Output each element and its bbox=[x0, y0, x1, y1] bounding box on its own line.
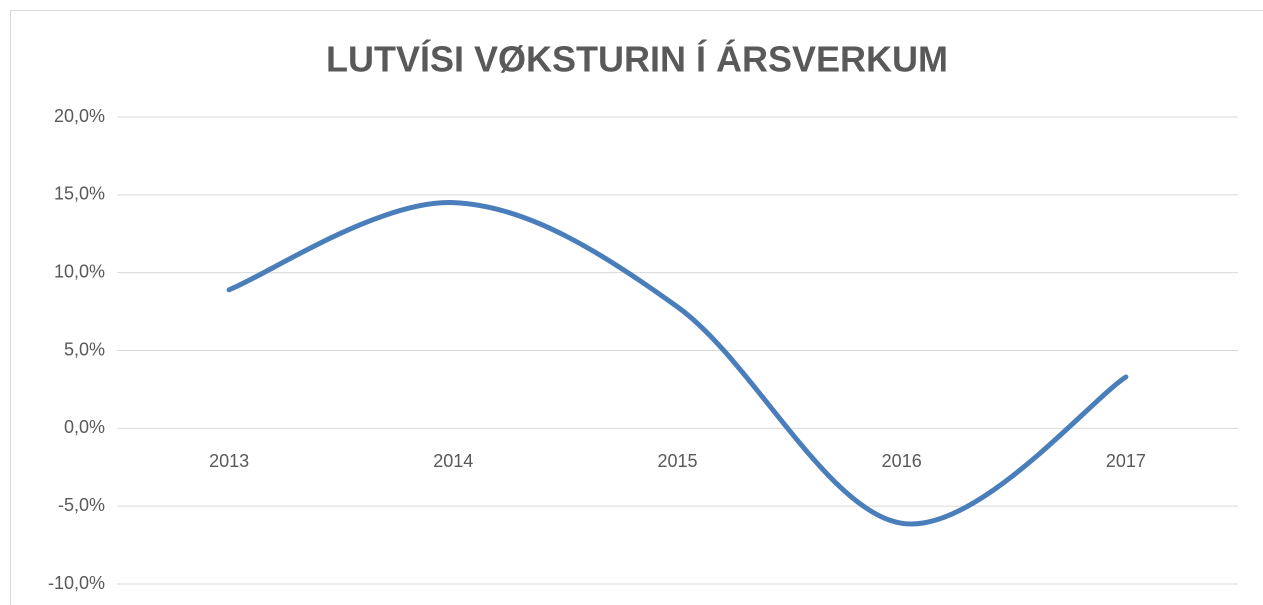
x-tick-label: 2016 bbox=[882, 451, 922, 471]
y-tick-label: -10,0% bbox=[48, 573, 105, 593]
chart-title: LUTVÍSI VØKSTURIN Í ÁRSVERKUM bbox=[326, 39, 948, 80]
y-tick-label: -5,0% bbox=[58, 495, 105, 515]
y-tick-label: 15,0% bbox=[54, 184, 105, 204]
x-tick-label: 2017 bbox=[1106, 451, 1146, 471]
y-tick-label: 0,0% bbox=[64, 417, 105, 437]
y-tick-label: 20,0% bbox=[54, 106, 105, 126]
chart-border bbox=[10, 10, 1263, 605]
x-tick-label: 2015 bbox=[657, 451, 697, 471]
x-tick-label: 2013 bbox=[209, 451, 249, 471]
y-tick-label: 5,0% bbox=[64, 339, 105, 359]
y-tick-label: 10,0% bbox=[54, 261, 105, 281]
line bbox=[226, 200, 1129, 527]
x-tick-label: 2014 bbox=[433, 451, 473, 471]
